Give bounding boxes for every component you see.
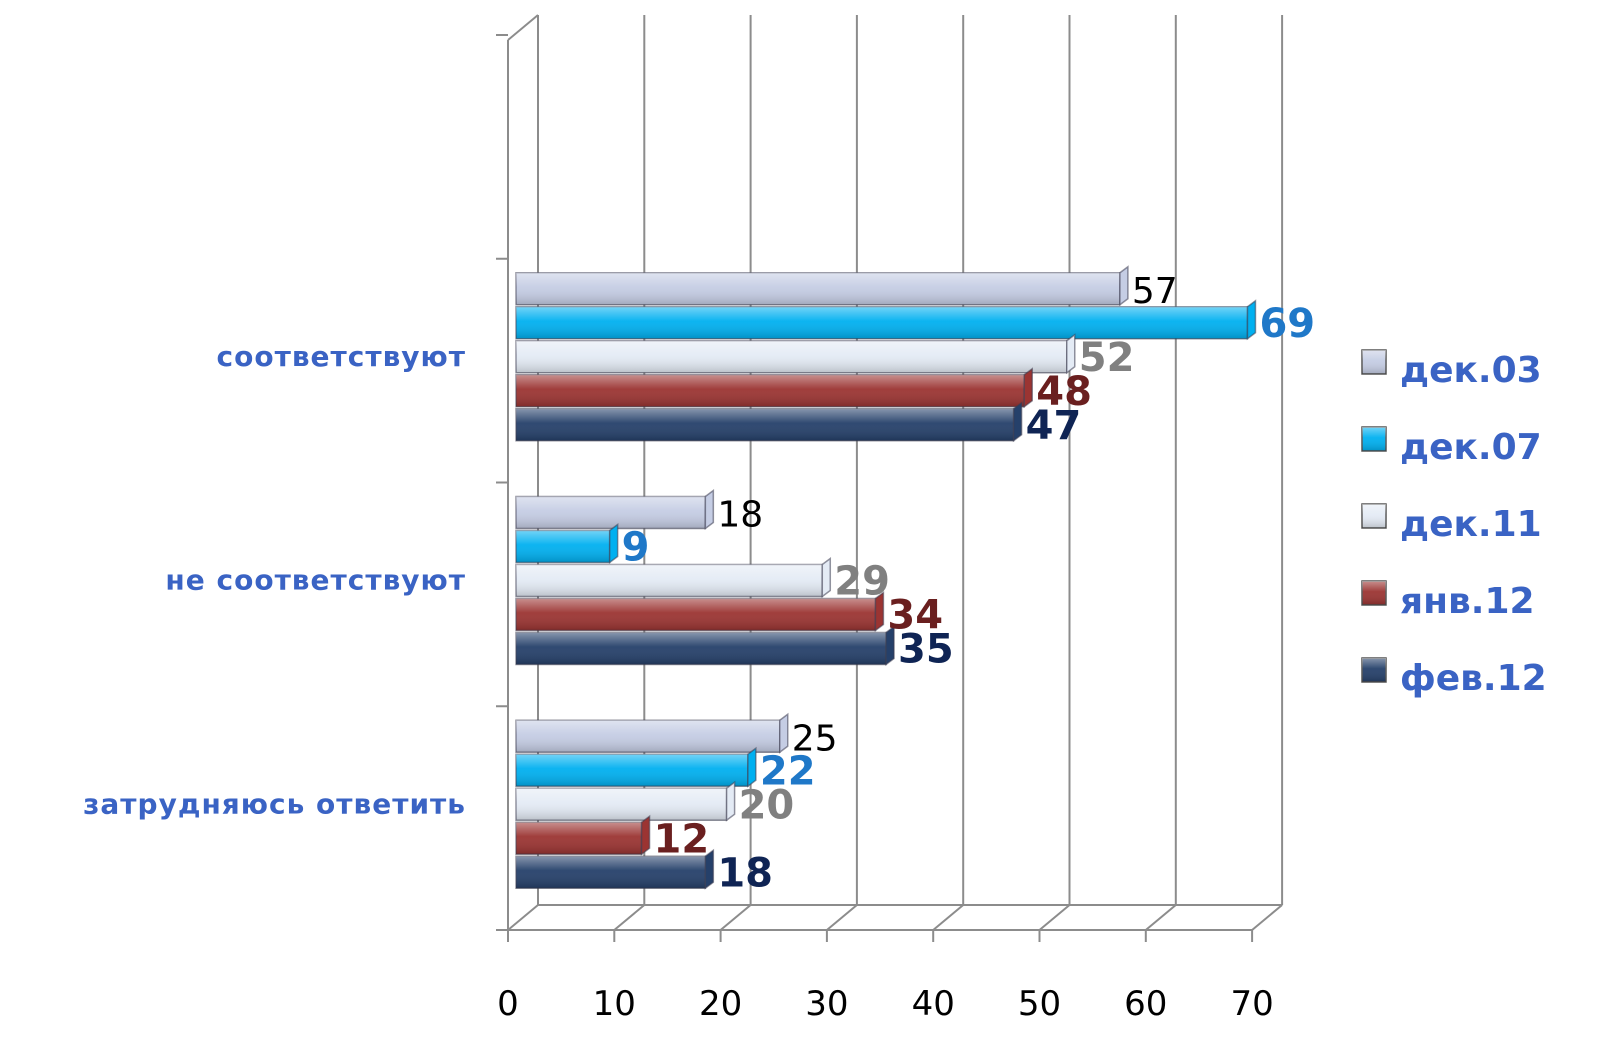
bar-shade: [516, 409, 1014, 441]
category-label: соответствуют: [217, 340, 466, 373]
legend-label: дек.11: [1400, 504, 1542, 545]
value-label: 35: [898, 627, 954, 673]
bar-cap: [610, 525, 618, 563]
legend-swatch-shade: [1362, 350, 1386, 374]
bar-cap: [705, 491, 713, 529]
floor-gridline: [508, 905, 538, 930]
floor-gridline: [1146, 905, 1176, 930]
value-label: 18: [717, 495, 763, 536]
value-label: 47: [1026, 403, 1082, 449]
bar-shade: [516, 497, 705, 529]
x-tick-label: 40: [912, 984, 955, 1024]
bar-cap: [780, 714, 788, 752]
bar-shade: [516, 599, 875, 631]
value-label: 12: [654, 816, 710, 862]
floor-gridline: [1252, 905, 1282, 930]
bar-shade: [516, 341, 1067, 373]
floor-gridline: [614, 905, 644, 930]
bar-shade: [516, 531, 610, 563]
wall-edge: [508, 15, 538, 40]
category-label: затрудняюсь ответить: [83, 787, 466, 820]
bar-shade: [516, 565, 822, 597]
x-tick-label: 50: [1018, 984, 1061, 1024]
legend-swatch-shade: [1362, 504, 1386, 528]
bar-shade: [516, 720, 780, 752]
x-tick-label: 70: [1230, 984, 1273, 1024]
bar-cap: [727, 782, 735, 820]
bar-shade: [516, 273, 1120, 305]
legend-label: янв.12: [1400, 581, 1535, 622]
x-tick-label: 20: [699, 984, 742, 1024]
value-label: 69: [1259, 301, 1315, 347]
value-label: 29: [834, 559, 890, 605]
x-tick-label: 30: [805, 984, 848, 1024]
value-label: 20: [739, 782, 795, 828]
floor-gridline: [827, 905, 857, 930]
bar-cap: [1014, 403, 1022, 441]
value-label: 57: [1132, 271, 1178, 312]
legend-swatch-shade: [1362, 658, 1386, 682]
legend-label: фев.12: [1400, 658, 1547, 699]
x-tick-label: 10: [593, 984, 636, 1024]
bar-shade: [516, 754, 748, 786]
floor-gridline: [933, 905, 963, 930]
floor-gridline: [1040, 905, 1070, 930]
value-label: 18: [717, 850, 773, 896]
bar-cap: [748, 748, 756, 786]
category-label: не соответствуют: [165, 564, 466, 597]
bar-cap: [1067, 335, 1075, 373]
floor-gridline: [721, 905, 751, 930]
legend-swatch-shade: [1362, 581, 1386, 605]
bar-cap: [1120, 267, 1128, 305]
bar-shade: [516, 822, 642, 854]
bar-shade: [516, 375, 1024, 407]
x-tick-label: 60: [1124, 984, 1167, 1024]
x-tick-label: 0: [497, 984, 519, 1024]
value-label: 9: [622, 525, 650, 571]
bar-cap: [822, 559, 830, 597]
bar-cap: [642, 816, 650, 854]
bar-cap: [1024, 369, 1032, 407]
bar-shade: [516, 633, 886, 665]
legend-label: дек.07: [1400, 427, 1542, 468]
legend-label: дек.03: [1400, 350, 1542, 391]
bar-cap: [1247, 301, 1255, 339]
legend: дек.03 дек.07 дек.11 янв.12 фев.12: [1362, 350, 1547, 699]
legend-swatch-shade: [1362, 427, 1386, 451]
